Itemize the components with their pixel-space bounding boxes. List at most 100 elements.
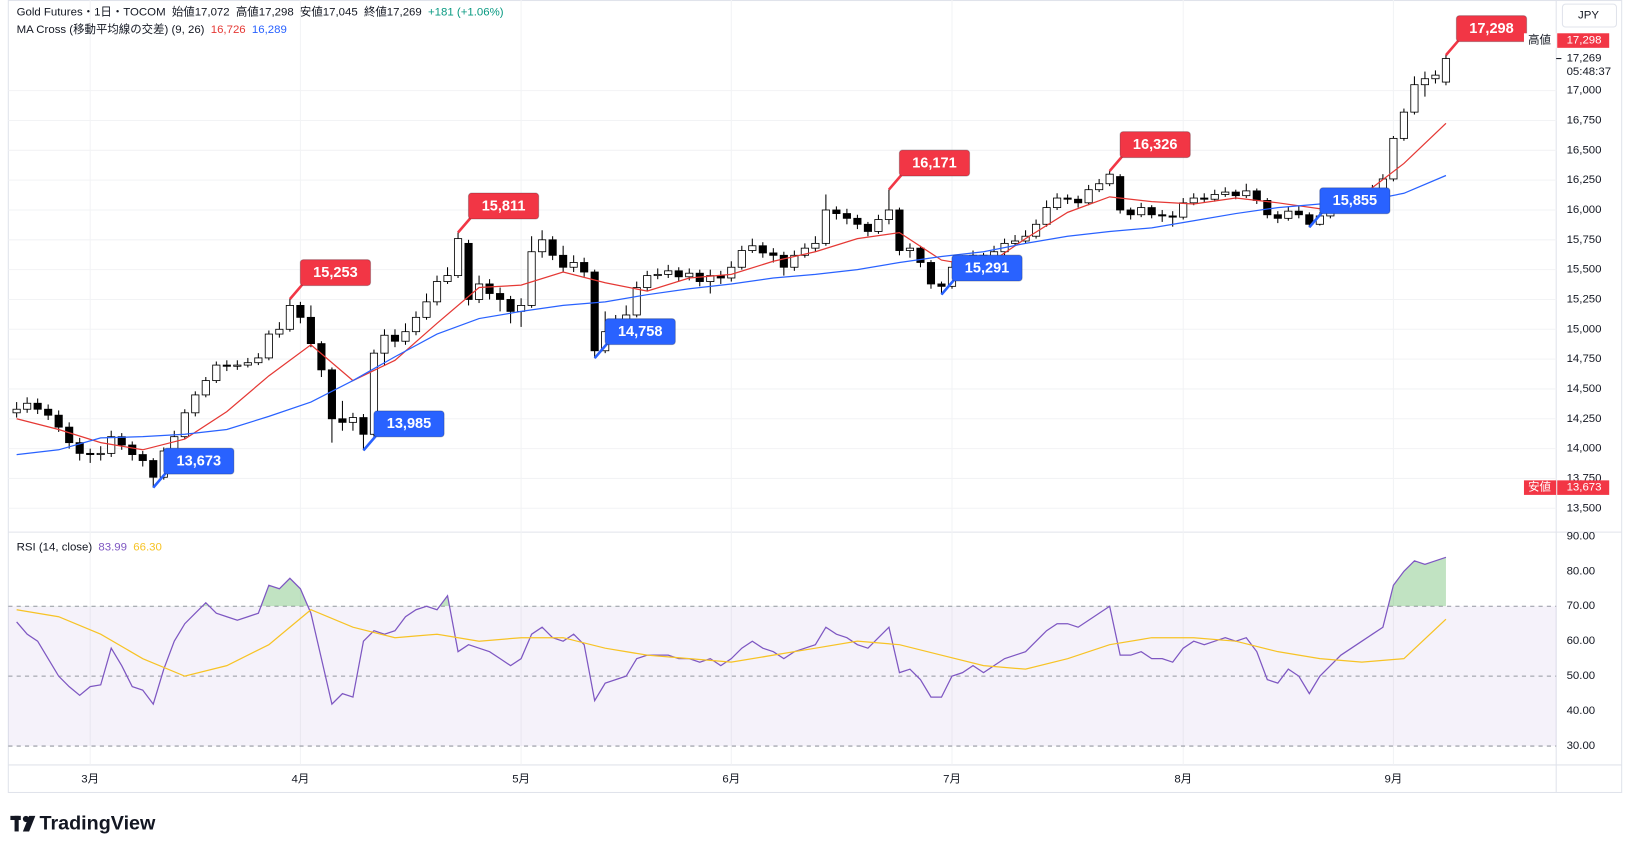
annotation-label: 16,171 bbox=[912, 155, 957, 171]
candle-body bbox=[233, 364, 242, 367]
moving-average bbox=[16, 174, 1447, 456]
candle-body bbox=[853, 217, 862, 225]
candle-body bbox=[1284, 210, 1293, 219]
annotation-label: 15,291 bbox=[965, 260, 1010, 276]
y-tick-label: 40.00 bbox=[1567, 705, 1596, 717]
candle-body bbox=[285, 305, 294, 330]
annotation-label: 15,253 bbox=[313, 265, 358, 281]
x-tick-label: 6月 bbox=[722, 774, 740, 786]
candle-body bbox=[580, 262, 589, 273]
ohlc-label: 高値 bbox=[236, 4, 259, 18]
candle-body bbox=[842, 213, 851, 219]
candle-body bbox=[1242, 190, 1251, 197]
ohlc-label: 安値 bbox=[300, 4, 323, 18]
change: +181 (+1.06%) bbox=[428, 6, 504, 18]
ohlc-value: 17,298 bbox=[259, 6, 294, 18]
candle-body bbox=[1189, 197, 1198, 204]
candle-body bbox=[916, 247, 925, 263]
candle-body bbox=[1095, 183, 1104, 191]
y-tick-label: 80.00 bbox=[1567, 565, 1596, 577]
annotation-box bbox=[1319, 187, 1391, 215]
price-tag bbox=[1557, 480, 1610, 495]
candle-body bbox=[1273, 214, 1282, 219]
candle-body bbox=[75, 442, 84, 454]
candle-body bbox=[485, 283, 494, 294]
annotation-pointer bbox=[1444, 39, 1460, 56]
candle-body bbox=[632, 287, 641, 316]
candle-body bbox=[1221, 191, 1230, 195]
candle-body bbox=[222, 364, 231, 367]
y-tick-label: 16,750 bbox=[1567, 115, 1602, 127]
candle-body bbox=[1420, 78, 1429, 86]
candle-body bbox=[1200, 197, 1209, 200]
candle-body bbox=[338, 418, 347, 423]
rsi-legend: RSI (14, close) 83.99 66.30 bbox=[17, 542, 162, 554]
candle-body bbox=[191, 394, 200, 414]
price-tag bbox=[1557, 33, 1610, 48]
rsi-line bbox=[16, 609, 1447, 677]
countdown: 05:48:37 bbox=[1567, 66, 1611, 78]
candle-body bbox=[1063, 197, 1072, 200]
candle-body bbox=[275, 328, 284, 335]
price-tag-value: 17,298 bbox=[1567, 35, 1602, 47]
y-tick-label: 14,250 bbox=[1567, 413, 1602, 425]
candle-body bbox=[475, 283, 484, 300]
y-tick-label: 90.00 bbox=[1567, 530, 1596, 542]
candle-body bbox=[653, 273, 662, 277]
candle-body bbox=[401, 331, 410, 342]
brand-name: TradingView bbox=[40, 812, 157, 834]
candle-body bbox=[748, 245, 757, 251]
candle-body bbox=[643, 275, 652, 288]
y-tick-label: 16,250 bbox=[1567, 174, 1602, 186]
annotation-pointer bbox=[288, 283, 304, 300]
candle-body bbox=[905, 247, 915, 251]
candle-body bbox=[538, 239, 547, 253]
indicator-value: 16,726 bbox=[211, 24, 246, 36]
candle-body bbox=[306, 316, 315, 345]
candle-body bbox=[937, 283, 946, 287]
candle-body bbox=[548, 239, 557, 256]
candle-body bbox=[1074, 198, 1083, 204]
candle-body bbox=[359, 417, 368, 435]
price-tag-label-bg bbox=[1523, 33, 1557, 48]
annotation-pointer bbox=[152, 472, 167, 489]
annotation-pointer bbox=[887, 174, 903, 191]
candle-body bbox=[1179, 202, 1188, 218]
candle-body bbox=[243, 362, 252, 366]
brand-logo bbox=[10, 815, 36, 832]
y-tick-label: 14,500 bbox=[1567, 383, 1602, 395]
annotation-pointer bbox=[1108, 155, 1124, 172]
candle-body bbox=[1305, 214, 1314, 225]
candle-body bbox=[1126, 209, 1135, 216]
y-tick-label: 13,500 bbox=[1567, 502, 1602, 514]
y-tick-label: 60.00 bbox=[1567, 635, 1596, 647]
candle-body bbox=[1231, 191, 1240, 197]
header-line: Gold Futures・1日・TOCOM 始値17,072 高値17,298 安値1… bbox=[17, 4, 504, 18]
y-tick-label: 17,000 bbox=[1567, 85, 1602, 97]
candle-body bbox=[821, 209, 830, 244]
candle-body bbox=[1158, 214, 1167, 217]
candle-body bbox=[33, 402, 42, 410]
moving-average bbox=[16, 122, 1447, 451]
candle-body bbox=[832, 209, 841, 214]
indicator-name: MA Cross (移動平均線の交差) (9, 26) bbox=[17, 22, 205, 36]
candle-body bbox=[1053, 197, 1062, 209]
candle-body bbox=[1105, 173, 1114, 185]
candle-body bbox=[758, 245, 767, 254]
annotation-label: 13,673 bbox=[177, 453, 222, 469]
y-tick-label: 16,000 bbox=[1567, 204, 1602, 216]
candle-body bbox=[443, 275, 452, 282]
price-tag-value: 13,673 bbox=[1567, 482, 1602, 494]
candle-body bbox=[149, 460, 158, 478]
candle-body bbox=[1252, 190, 1261, 201]
y-tick-label: 15,750 bbox=[1567, 234, 1602, 246]
candle-body bbox=[559, 254, 568, 268]
candle-body bbox=[769, 252, 778, 256]
annotation-box bbox=[1455, 15, 1528, 43]
candle-body bbox=[674, 270, 683, 278]
annotation-label: 15,855 bbox=[1333, 193, 1378, 209]
candle-body bbox=[422, 301, 431, 318]
candle-body bbox=[296, 305, 305, 318]
y-tick-label: 14,750 bbox=[1567, 353, 1602, 365]
